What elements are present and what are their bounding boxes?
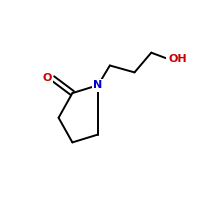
Text: N: N (93, 80, 103, 90)
Text: OH: OH (168, 54, 187, 64)
Text: O: O (42, 73, 52, 83)
